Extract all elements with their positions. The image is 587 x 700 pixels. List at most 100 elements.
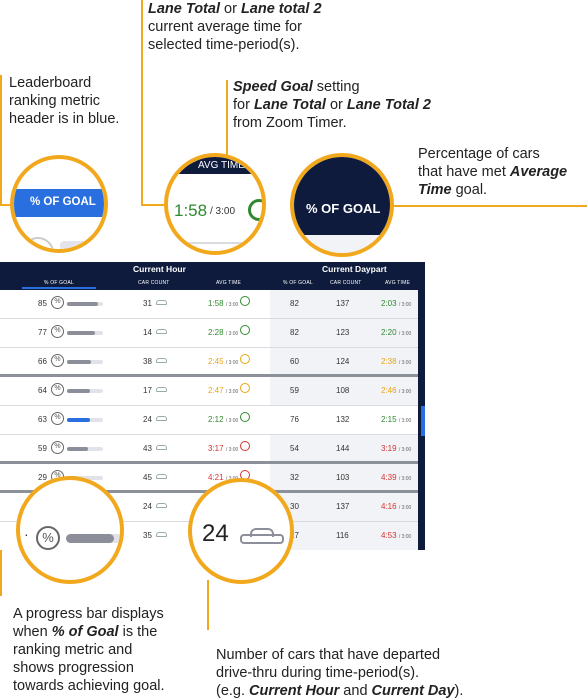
dp-avg-time-value: 2:20	[381, 328, 397, 337]
cell-dp-pct-goal: 76	[290, 415, 299, 424]
progress-bar-fill	[67, 360, 91, 364]
avg-time-goal: / 3:00	[225, 418, 239, 424]
callout-line-leaderboard-h	[0, 204, 14, 206]
progress-bar	[67, 302, 103, 306]
cell-dp-avg-time: 4:53 / 3:00	[381, 531, 411, 540]
percent-icon: %	[51, 412, 64, 425]
zoom-avg-time-goal: / 3:00	[210, 206, 236, 217]
callout-leaderboard: Leaderboard ranking metric header is in …	[9, 75, 120, 127]
dp-avg-time-value: 4:39	[381, 473, 397, 482]
avg-time-goal: / 3:00	[225, 447, 239, 453]
cell-avg-time: 2:12 / 3:00	[208, 415, 238, 424]
stopwatch-icon	[240, 325, 250, 335]
cell-avg-time: 2:45 / 3:00	[208, 357, 238, 366]
progress-bar-fill	[67, 331, 95, 335]
avg-time-value: 1:58	[208, 299, 224, 308]
group-current-daypart: Current Daypart	[322, 264, 387, 274]
percent-icon: %	[51, 354, 64, 367]
callout-pct-cars: Percentage of cars that have met Average…	[418, 146, 568, 198]
cell-car-count: 31	[143, 299, 152, 308]
cell-dp-avg-time: 3:19 / 3:00	[381, 444, 411, 453]
table-row[interactable]: 66% 38 2:45 / 3:00 60 124 2:38 / 3:00	[0, 348, 425, 377]
car-icon	[156, 329, 167, 334]
dp-avg-time-value: 4:53	[381, 531, 397, 540]
progress-bar-fill	[67, 418, 90, 422]
callout-line-carcount	[207, 580, 209, 630]
percent-icon: %	[51, 325, 64, 338]
dp-avg-time-goal: / 3:00	[398, 505, 412, 511]
col-pct-goal[interactable]: % OF GOAL	[44, 280, 74, 286]
col-car-count-2[interactable]: CAR COUNT	[330, 280, 362, 286]
dp-avg-time-goal: / 3:00	[398, 447, 412, 453]
zoom-pct-goal-text: % OF GOAL	[30, 196, 96, 208]
col-avg-time[interactable]: AVG TIME	[216, 280, 242, 286]
cell-dp-pct-goal: 30	[290, 502, 299, 511]
dp-avg-time-goal: / 3:00	[398, 534, 412, 540]
dp-avg-time-goal: / 3:00	[398, 331, 412, 337]
callout-speed-goal: Speed Goal setting for Lane Total or Lan…	[233, 79, 431, 131]
cell-pct-goal: 64	[38, 386, 47, 395]
cell-dp-car-count: 144	[336, 444, 350, 453]
callout-line-lane-total	[141, 0, 143, 205]
col-pct-goal-2[interactable]: % OF GOAL	[283, 280, 313, 286]
cell-dp-pct-goal: 27	[290, 531, 299, 540]
zoom-avg-time-header: AVG TIME	[198, 160, 245, 171]
cell-car-count: 24	[143, 502, 152, 511]
percent-icon: %	[51, 441, 64, 454]
cell-pct-goal: 29	[38, 473, 47, 482]
scrollbar-thumb[interactable]	[421, 406, 425, 436]
avg-time-value: 2:12	[208, 415, 224, 424]
callout-car-count: Number of cars that have departed drive-…	[216, 647, 464, 699]
callout-line-progress	[0, 536, 2, 596]
dp-avg-time-goal: / 3:00	[398, 302, 412, 308]
cell-dp-avg-time: 4:39 / 3:00	[381, 473, 411, 482]
dp-avg-time-value: 2:46	[381, 386, 397, 395]
avg-time-value: 2:45	[208, 357, 224, 366]
cell-dp-car-count: 124	[336, 357, 350, 366]
avg-time-goal: / 3:00	[225, 331, 239, 337]
avg-time-value: 2:47	[208, 386, 224, 395]
table-row[interactable]: 64% 17 2:47 / 3:00 59 108 2:46 / 3:00	[0, 377, 425, 406]
zoom-circle-avg-time: AVG TIME 1:58 / 3:00	[164, 153, 266, 255]
cell-dp-pct-goal: 60	[290, 357, 299, 366]
stopwatch-icon	[248, 199, 262, 221]
zoom-pct-goal-right-text: % OF GOAL	[306, 201, 381, 216]
col-car-count[interactable]: CAR COUNT	[138, 280, 170, 286]
table-row[interactable]: 77% 14 2:28 / 3:00 82 123 2:20 / 3:00	[0, 319, 425, 348]
percent-icon: %	[51, 296, 64, 309]
callout-line-speed-goal	[226, 80, 228, 196]
dp-avg-time-goal: / 3:00	[398, 389, 412, 395]
progress-bar	[67, 360, 103, 364]
table-row[interactable]: 59% 43 3:17 / 3:00 54 144 3:19 / 3:00	[0, 435, 425, 464]
zoom-progress-fill	[66, 534, 114, 543]
callout-progress-bar: A progress bar displays when % of Goal i…	[13, 606, 165, 694]
cell-dp-avg-time: 2:20 / 3:00	[381, 328, 411, 337]
zoom-avg-time-value: 1:58	[174, 201, 208, 220]
zoom-progress-bar	[66, 534, 120, 543]
table-row[interactable]: 85% 31 1:58 / 3:00 82 137 2:03 / 3:00	[0, 290, 425, 319]
col-avg-time-2[interactable]: AVG TIME	[385, 280, 411, 286]
dp-avg-time-value: 3:19	[381, 444, 397, 453]
progress-bar-fill	[67, 389, 90, 393]
zoom-circle-pct-goal-daypart: % OF GOAL	[290, 153, 394, 257]
cell-dp-avg-time: 2:15 / 3:00	[381, 415, 411, 424]
cell-dp-car-count: 123	[336, 328, 350, 337]
zoom-pct-dot: ·	[24, 526, 29, 542]
cell-car-count: 24	[143, 415, 152, 424]
cell-car-count: 14	[143, 328, 152, 337]
group-current-hour: Current Hour	[133, 264, 186, 274]
cell-car-count: 45	[143, 473, 152, 482]
ranking-metric-underline	[22, 287, 96, 289]
car-icon	[156, 387, 167, 392]
callout-lane-total: Lane Total or Lane total 2 current avera…	[148, 1, 322, 53]
stopwatch-icon	[240, 441, 250, 451]
leaderboard-table: Current Hour Current Daypart % OF GOAL C…	[0, 262, 425, 550]
zoom-pct-badge-edge	[22, 237, 54, 249]
zoom-pct-icon: %	[36, 526, 60, 550]
table-row[interactable]: 63% 24 2:12 / 3:00 76 132 2:15 / 3:00	[0, 406, 425, 435]
cell-car-count: 43	[143, 444, 152, 453]
avg-time-value: 4:21	[208, 473, 224, 482]
stopwatch-icon	[240, 412, 250, 422]
zoom-car-count-value: 24	[202, 520, 229, 547]
cell-pct-goal: 63	[38, 415, 47, 424]
